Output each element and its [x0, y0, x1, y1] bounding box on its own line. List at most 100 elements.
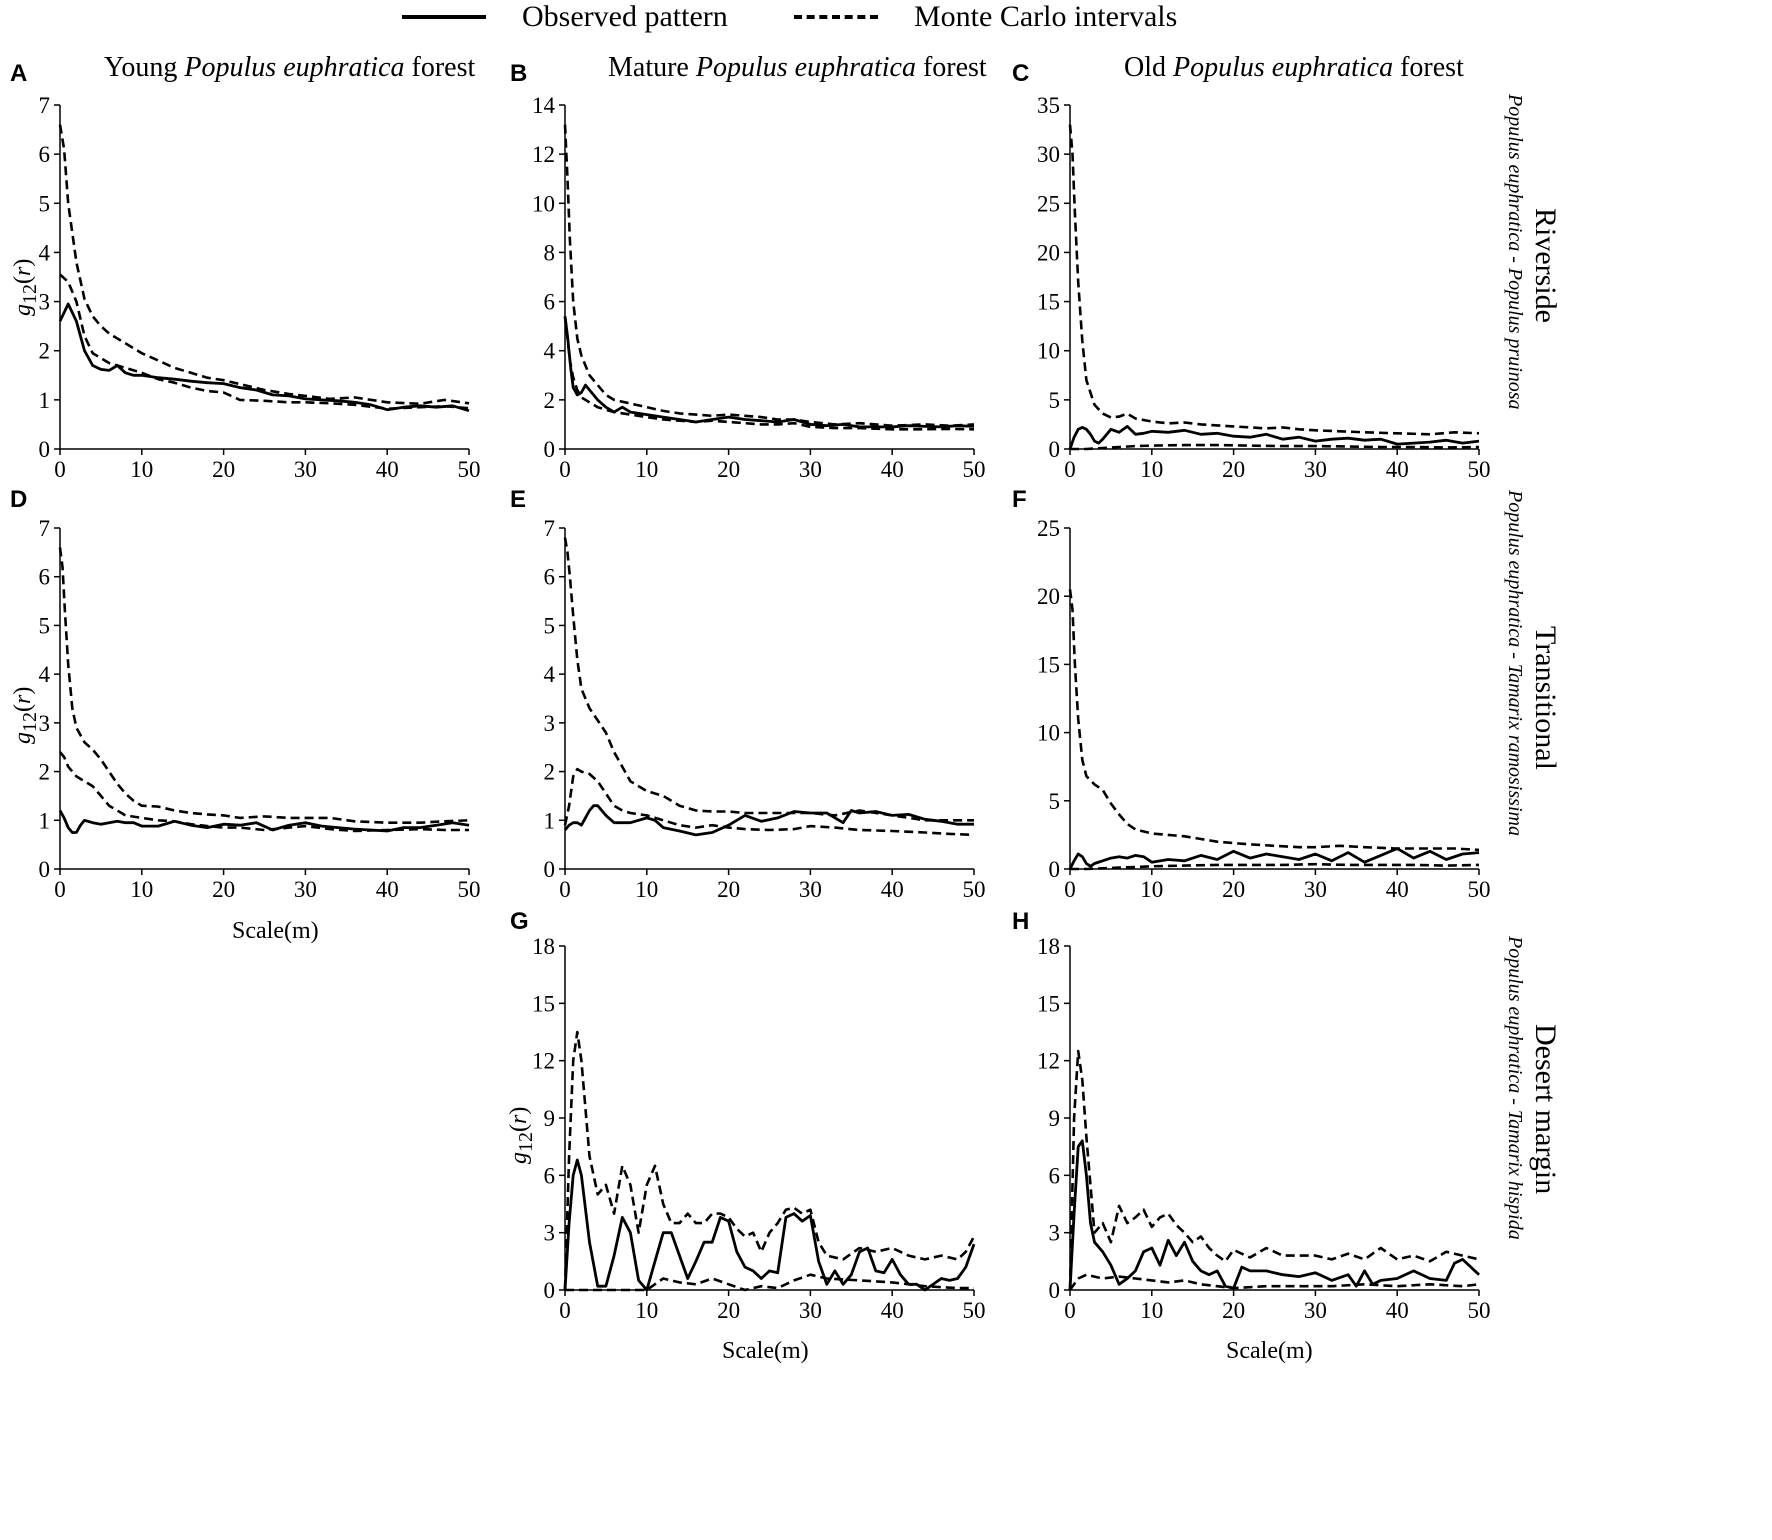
x-tick-label-b: 0	[559, 457, 571, 482]
y-tick-label-a: 5	[39, 191, 51, 216]
y-tick-label-g: 18	[532, 934, 555, 959]
y-tick-label-e: 5	[544, 613, 556, 638]
x-tick-label-h: 0	[1064, 1298, 1076, 1323]
y-tick-label-d: 6	[39, 565, 51, 590]
chart-c: 0 5 10 15 20 25 30 35 0 10 20 30 40 50	[1037, 93, 1491, 482]
y-tick-label-c: 0	[1049, 437, 1061, 462]
observed-line-g	[563, 1158, 976, 1292]
y-tick-label-b: 4	[544, 339, 556, 364]
column-title-young: Young Populus euphratica forest	[104, 52, 476, 83]
y-tick-label-e: 2	[544, 760, 556, 785]
x-tick-label-h: 20	[1222, 1298, 1245, 1323]
x-tick-label-f: 10	[1140, 877, 1163, 902]
x-tick-label-e: 30	[799, 877, 822, 902]
y-tick-label-h: 15	[1037, 991, 1060, 1016]
y-tick-label-h: 3	[1049, 1221, 1061, 1246]
x-tick-label-c: 40	[1386, 457, 1409, 482]
y-tick-label-f: 10	[1037, 721, 1060, 746]
y-tick-label-f: 0	[1049, 857, 1061, 882]
y-tick-label-a: 1	[39, 388, 51, 413]
y-tick-label-a: 0	[39, 437, 51, 462]
y-tick-label-a: 3	[39, 290, 51, 315]
panel-letter-c: C	[1012, 60, 1030, 87]
y-tick-label-f: 20	[1037, 584, 1060, 609]
x-tick-label-a: 0	[54, 457, 66, 482]
x-tick-label-e: 40	[881, 877, 904, 902]
observed-line-c	[1068, 424, 1480, 450]
y-tick-label-c: 25	[1037, 191, 1060, 216]
y-tick-label-c: 10	[1037, 339, 1060, 364]
x-tick-label-b: 40	[881, 457, 904, 482]
y-tick-label-d: 2	[39, 760, 51, 785]
y-tick-label-b: 0	[544, 437, 556, 462]
x-axis-label-g: Scale(m)	[722, 1338, 809, 1364]
y-tick-label-a: 7	[39, 93, 51, 118]
chart-e: 0 1 2 3 4 5 6 7 0 10 20 30 40 50	[544, 516, 986, 902]
x-tick-label-g: 10	[635, 1298, 658, 1323]
y-tick-label-f: 5	[1049, 789, 1061, 814]
observed-line-d	[58, 809, 470, 834]
y-tick-label-d: 4	[39, 662, 51, 687]
x-tick-label-b: 20	[717, 457, 740, 482]
x-tick-label-b: 50	[963, 457, 986, 482]
y-tick-label-e: 7	[544, 516, 556, 541]
y-tick-label-b: 6	[544, 290, 556, 315]
y-tick-label-c: 15	[1037, 290, 1060, 315]
monte-carlo-line-a-1	[58, 124, 470, 406]
x-axis-label-h: Scale(m)	[1226, 1338, 1313, 1364]
monte-carlo-line-a-2	[59, 273, 470, 411]
x-tick-label-e: 20	[717, 877, 740, 902]
y-tick-label-c: 5	[1049, 388, 1061, 413]
y-tick-label-e: 0	[544, 857, 556, 882]
y-tick-label-b: 8	[544, 240, 556, 265]
x-tick-label-f: 40	[1386, 877, 1409, 902]
x-tick-label-d: 50	[458, 877, 481, 902]
y-tick-label-a: 4	[39, 240, 51, 265]
y-tick-label-g: 3	[544, 1221, 556, 1246]
y-tick-label-g: 12	[532, 1049, 555, 1074]
x-tick-label-a: 40	[376, 457, 399, 482]
monte-carlo-line-c-2	[1070, 443, 1480, 451]
observed-line-f	[1068, 847, 1480, 870]
y-tick-label-d: 3	[39, 711, 51, 736]
dashed-line-icon	[794, 15, 878, 19]
x-tick-label-e: 0	[559, 877, 571, 902]
monte-carlo-line-b-1	[563, 124, 975, 428]
observed-line-a	[58, 302, 470, 413]
panel-letter-d: D	[10, 486, 28, 513]
x-tick-label-h: 10	[1140, 1298, 1163, 1323]
y-tick-label-b: 14	[532, 93, 556, 118]
monte-carlo-line-f-1	[1068, 589, 1480, 852]
y-tick-label-a: 2	[39, 339, 51, 364]
y-tick-label-c: 35	[1037, 93, 1060, 118]
x-tick-label-g: 50	[963, 1298, 986, 1323]
y-tick-label-f: 15	[1037, 652, 1060, 677]
x-tick-label-f: 50	[1468, 877, 1491, 902]
x-tick-label-c: 50	[1468, 457, 1491, 482]
column-title-old: Old Populus euphratica forest	[1124, 52, 1464, 83]
x-tick-label-f: 20	[1222, 877, 1245, 902]
x-tick-label-e: 50	[963, 877, 986, 902]
y-tick-label-h: 0	[1049, 1278, 1061, 1303]
y-tick-label-g: 6	[544, 1163, 556, 1188]
legend-observed-label: Observed pattern	[522, 0, 728, 33]
monte-carlo-line-d-2	[59, 751, 469, 833]
y-tick-label-h: 6	[1049, 1163, 1061, 1188]
x-tick-label-a: 30	[294, 457, 317, 482]
x-tick-label-c: 20	[1222, 457, 1245, 482]
x-tick-label-f: 0	[1064, 877, 1076, 902]
x-tick-label-e: 10	[635, 877, 658, 902]
monte-carlo-line-b-2	[563, 316, 975, 431]
monte-carlo-line-d-1	[58, 547, 470, 825]
chart-f: 0 5 10 15 20 25 0 10 20 30 40 50	[1037, 516, 1491, 902]
panel-letter-a: A	[10, 60, 28, 87]
x-tick-label-g: 30	[799, 1298, 822, 1323]
x-tick-label-d: 40	[376, 877, 399, 902]
monte-carlo-line-g-1	[563, 1030, 976, 1291]
x-tick-label-b: 30	[799, 457, 822, 482]
y-tick-label-d: 0	[39, 857, 51, 882]
y-tick-label-h: 9	[1049, 1106, 1061, 1131]
monte-carlo-line-f-2	[1070, 862, 1480, 871]
x-tick-label-d: 20	[212, 877, 235, 902]
y-tick-label-d: 5	[39, 613, 51, 638]
